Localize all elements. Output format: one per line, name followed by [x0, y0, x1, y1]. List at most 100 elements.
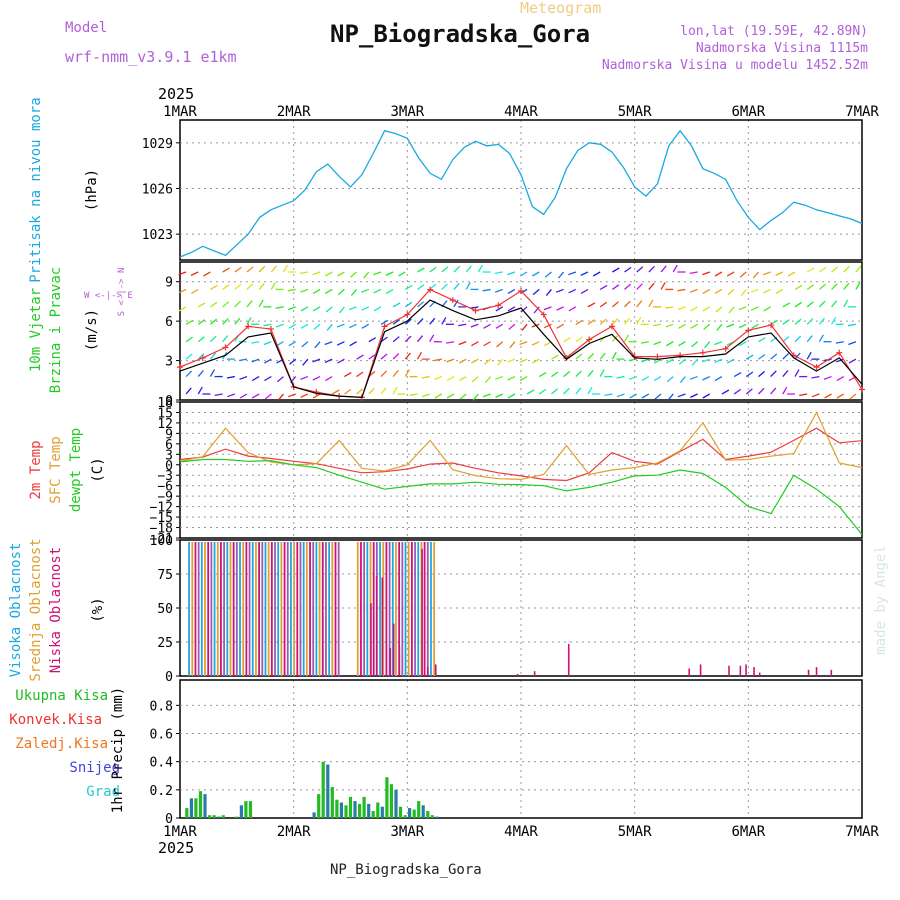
wind-barb: [714, 288, 723, 294]
wind-barb: [799, 393, 808, 397]
x-tick-label-bottom: 7MAR: [845, 824, 879, 840]
wind-barb: [350, 289, 358, 297]
wind-barb: [368, 354, 376, 360]
wind-barb: [558, 271, 565, 279]
wind-barb: [361, 306, 370, 311]
wind-barb: [599, 284, 608, 290]
wind-barb: [361, 323, 370, 329]
wind-barb: [385, 288, 394, 294]
wind-barb: [178, 288, 187, 294]
wind-barb: [348, 306, 357, 311]
precip-legend-label: Snijeg: [69, 760, 120, 776]
wind-barb: [551, 388, 559, 395]
wind-barb: [312, 393, 321, 399]
wind-barb: [458, 376, 467, 382]
precip-bar: [398, 806, 403, 818]
wind-barb: [611, 351, 617, 360]
wind-barb: [507, 393, 516, 399]
wind-barb: [763, 288, 771, 294]
temp-unit: (C): [90, 457, 106, 482]
wind-barb: [190, 288, 199, 294]
wind-gust-marker: [313, 389, 320, 396]
wind-barb: [484, 376, 492, 384]
wind-barb: [563, 387, 570, 395]
x-tick-label-bottom: 6MAR: [731, 824, 765, 840]
wind-barb: [811, 393, 820, 398]
x-tick-label-top: 3MAR: [390, 104, 424, 120]
wind-barb: [599, 318, 607, 325]
wind-gust-marker: [586, 336, 593, 343]
y-tick-label: 1023: [142, 228, 173, 243]
wind-barb: [301, 341, 309, 348]
wind-barb: [404, 301, 413, 308]
wind-barb: [458, 358, 467, 364]
wind-barb: [758, 337, 766, 343]
wind-gust-marker: [677, 352, 684, 359]
precip-unit: 1hr Precip (mm): [110, 687, 126, 813]
wind-barb: [482, 393, 491, 398]
wind-barb: [848, 358, 857, 364]
wind-barb: [300, 375, 309, 380]
wind-barb: [568, 288, 577, 294]
wind-barb: [533, 306, 540, 314]
wind-barb: [507, 288, 516, 294]
wind-barb: [263, 341, 272, 346]
wind-barb: [855, 282, 861, 290]
wind-barb: [612, 267, 620, 273]
y-tick-label: −9: [157, 490, 173, 505]
wind-barb: [289, 358, 297, 365]
wind-barb: [563, 337, 571, 343]
wind-barb: [465, 265, 472, 273]
wind-barb: [356, 354, 364, 360]
wind-barb: [477, 264, 483, 273]
wind-barb: [611, 318, 619, 325]
wind-barb: [623, 334, 630, 343]
wind-barb: [507, 306, 516, 312]
wind-barb: [288, 323, 297, 329]
wind-barb: [819, 266, 827, 273]
wind-barb: [660, 282, 666, 290]
wind-barb: [531, 271, 540, 277]
precip-bar: [362, 796, 366, 818]
wind-barb: [545, 289, 552, 297]
precip-bar: [203, 794, 207, 818]
wind-barb: [733, 388, 742, 395]
wind-barb: [222, 284, 230, 290]
wind-barb: [185, 353, 193, 360]
wind-barb: [350, 271, 358, 278]
precip-bar: [430, 815, 434, 818]
wind-barb: [178, 271, 187, 276]
wind-barb: [519, 358, 528, 364]
panel-frame-wind: [179, 261, 863, 401]
wind-barb: [616, 375, 625, 379]
compass-we: W <-|-> E: [84, 291, 133, 301]
wind-gust-marker: [654, 353, 661, 360]
wind-barb: [336, 323, 345, 328]
wind-barb: [209, 335, 217, 343]
wind-barb: [690, 306, 698, 312]
wind-barb: [848, 341, 857, 346]
temp-axis-title-2m: 2m Temp: [28, 440, 44, 499]
wind-barb: [385, 271, 394, 276]
wind-gust-marker: [722, 345, 729, 352]
wind-barb: [750, 306, 759, 311]
pressure-axis-title: Pritisak na nivou mora: [28, 97, 44, 282]
t2m-line: [179, 427, 863, 482]
wind-barb: [806, 318, 814, 325]
wind-barb: [312, 271, 321, 276]
y-tick-label: 0: [165, 459, 173, 474]
y-tick-label: 9: [165, 427, 173, 442]
wind-barb: [197, 386, 203, 395]
wind-gust-marker: [449, 297, 456, 304]
wind-barb: [531, 341, 540, 346]
wind-barb: [702, 271, 710, 276]
precip-bar: [221, 815, 225, 818]
wind-barb: [494, 271, 503, 275]
wind-barb: [404, 352, 411, 360]
wind-barb: [678, 341, 686, 347]
wind-barb: [416, 351, 423, 360]
wind-barb: [185, 336, 193, 343]
wind-barb: [794, 301, 802, 308]
y-tick-label: −18: [150, 522, 173, 537]
